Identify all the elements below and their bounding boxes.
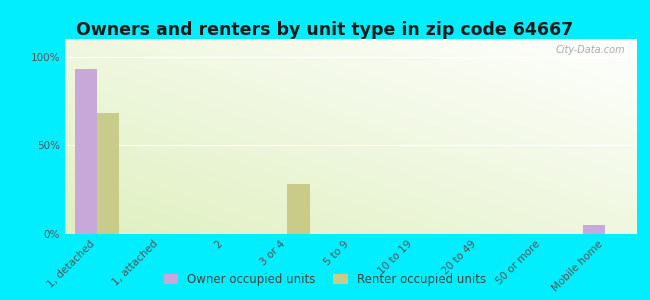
Bar [287, 184, 309, 234]
Text: Owners and renters by unit type in zip code 64667: Owners and renters by unit type in zip c… [77, 21, 573, 39]
Bar [97, 113, 119, 234]
Legend: Owner occupied units, Renter occupied units: Owner occupied units, Renter occupied un… [159, 269, 491, 291]
Text: City-Data.com: City-Data.com [556, 45, 625, 55]
Bar [75, 69, 97, 234]
Bar [583, 225, 605, 234]
